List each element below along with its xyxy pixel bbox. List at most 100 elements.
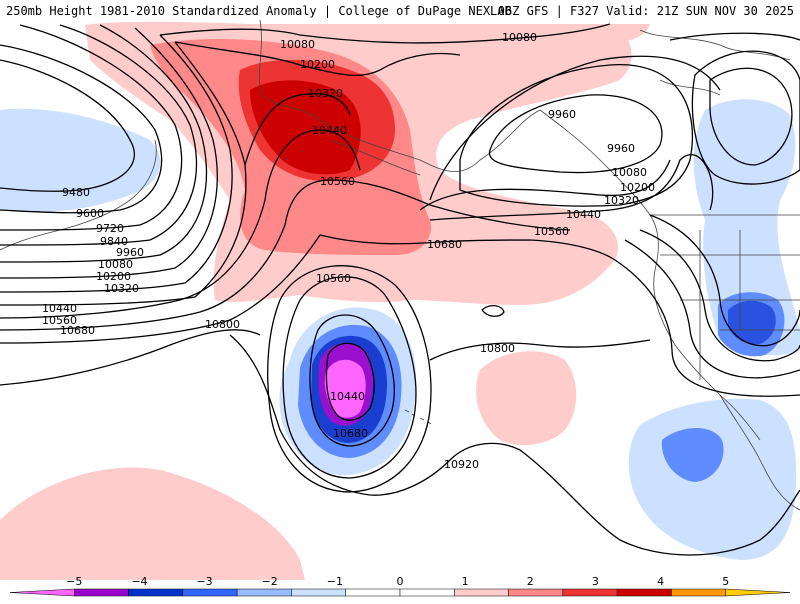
label-10320-w: 10320 — [104, 282, 139, 295]
label-10440-w: 10440 — [42, 302, 77, 315]
contour-9840-w — [0, 24, 198, 246]
contour-10200-top — [174, 41, 461, 77]
colorbar-tick-label: 2 — [527, 575, 534, 588]
contour-low-10680 — [267, 265, 432, 493]
kamchatka-coast — [0, 139, 157, 251]
label-10800-w: 10800 — [205, 318, 240, 331]
canadian-arctic — [639, 29, 791, 96]
us-borders — [650, 214, 800, 380]
colorbar-segment — [128, 588, 184, 597]
label-10080-e: 10080 — [612, 166, 647, 179]
colorbar-segment — [562, 588, 618, 597]
contour-east-trough1 — [649, 214, 800, 347]
colorbar-segment — [671, 588, 726, 597]
label-10200-e: 10200 — [620, 181, 655, 194]
colorbar-segments — [9, 588, 791, 597]
contour-east-ring1 — [709, 67, 793, 166]
colorbar-segment — [616, 588, 672, 597]
label-10680-c: 10680 — [427, 238, 462, 251]
contour-10080-w — [0, 27, 218, 279]
label-10920-c: 10920 — [444, 458, 479, 471]
contour-10920-c — [229, 334, 800, 556]
label-10080-w: 10080 — [98, 258, 133, 271]
neg-anomaly-east — [693, 99, 800, 356]
contour-10800-c — [0, 329, 651, 386]
contour-10320-w — [0, 41, 247, 306]
colorbar-tick-label: −5 — [66, 575, 82, 588]
colorbar-segment — [725, 588, 791, 597]
label-9480-w: 9480 — [62, 186, 90, 199]
label-9960-w: 9960 — [116, 246, 144, 259]
pos-anomaly-sw — [0, 467, 305, 580]
colorbar: −5 −4 −3 −2 −1 0 1 2 3 4 5 — [9, 575, 791, 597]
label-9960-e2: 9960 — [607, 142, 635, 155]
height-contours — [0, 23, 800, 556]
label-10680-low: 10680 — [333, 427, 368, 440]
colorbar-segment — [454, 588, 509, 597]
colorbar-segment — [236, 588, 292, 597]
colorbar-segment — [508, 588, 564, 597]
label-9600-w: 9600 — [76, 207, 104, 220]
contour-9720-w — [0, 24, 183, 231]
colorbar-segment — [399, 588, 455, 597]
contour-10680-w — [0, 234, 321, 344]
contour-low-10560 — [282, 276, 417, 479]
mexico-coast — [719, 394, 800, 511]
label-10440-low: 10440 — [330, 390, 365, 403]
contour-east-ring2 — [691, 50, 800, 185]
contour-9480-w — [0, 59, 136, 192]
label-10080-top: 10080 — [280, 38, 315, 51]
contour-10560-top — [284, 179, 571, 231]
colorbar-tick-label: 5 — [722, 575, 729, 588]
colorbar-tick-label: −1 — [327, 575, 343, 588]
contour-10320-ne — [419, 159, 671, 211]
contour-10440-top — [264, 129, 361, 201]
contour-10560-w — [0, 224, 286, 331]
contour-10080-top — [159, 23, 611, 44]
contour-east-trough4 — [614, 259, 800, 397]
contour-small-loop — [481, 305, 505, 317]
label-10080-ne: 10080 — [502, 31, 537, 44]
label-9840-w: 9840 — [100, 235, 128, 248]
label-10560-top: 10560 — [320, 175, 355, 188]
label-9720-w: 9720 — [96, 222, 124, 235]
contour-9960-w — [0, 24, 208, 263]
contour-10320-top — [244, 93, 351, 166]
colorbar-tick-label: −3 — [196, 575, 212, 588]
label-10200-top: 10200 — [300, 58, 335, 71]
contour-10440-w — [0, 199, 266, 319]
contour-10680-c — [319, 234, 616, 261]
label-10680-w: 10680 — [60, 324, 95, 337]
neg-low-core — [324, 359, 366, 418]
colorbar-tick-label: 1 — [462, 575, 469, 588]
map-title: 250mb Height 1981-2010 Standardized Anom… — [6, 4, 512, 18]
contour-9960-ne — [488, 94, 663, 174]
colorbar-segment — [291, 588, 346, 597]
colorbar-tick-label: 3 — [592, 575, 599, 588]
label-10320-top: 10320 — [308, 87, 343, 100]
label-10560-e: 10560 — [534, 225, 569, 238]
alaska-coast — [259, 19, 541, 172]
contour-east-ring3 — [669, 32, 800, 41]
us-west-coast — [653, 269, 761, 441]
colorbar-tick-label: 0 — [397, 575, 404, 588]
pos-anomaly-central — [476, 351, 577, 446]
hawaii-islands — [404, 409, 432, 425]
contour-10200-w — [0, 34, 233, 293]
colorbar-segment — [74, 588, 129, 597]
label-10440-e: 10440 — [566, 208, 601, 221]
label-10200-w: 10200 — [96, 270, 131, 283]
label-10320-e: 10320 — [604, 194, 639, 207]
geography-lines — [0, 19, 800, 511]
label-10560-w: 10560 — [42, 314, 77, 327]
label-10440-top: 10440 — [312, 124, 347, 137]
contour-labels: 10080 10200 10320 10440 10560 10080 9960… — [42, 31, 655, 471]
colorbar-tick-label: −4 — [131, 575, 147, 588]
neg-anomaly-west — [0, 108, 161, 212]
run-info: 06Z GFS | F327 Valid: 21Z SUN NOV 30 202… — [497, 4, 794, 18]
label-9960-e: 9960 — [548, 108, 576, 121]
contour-east-trough2 — [639, 229, 800, 362]
neg-anomaly-se-core — [661, 427, 724, 482]
